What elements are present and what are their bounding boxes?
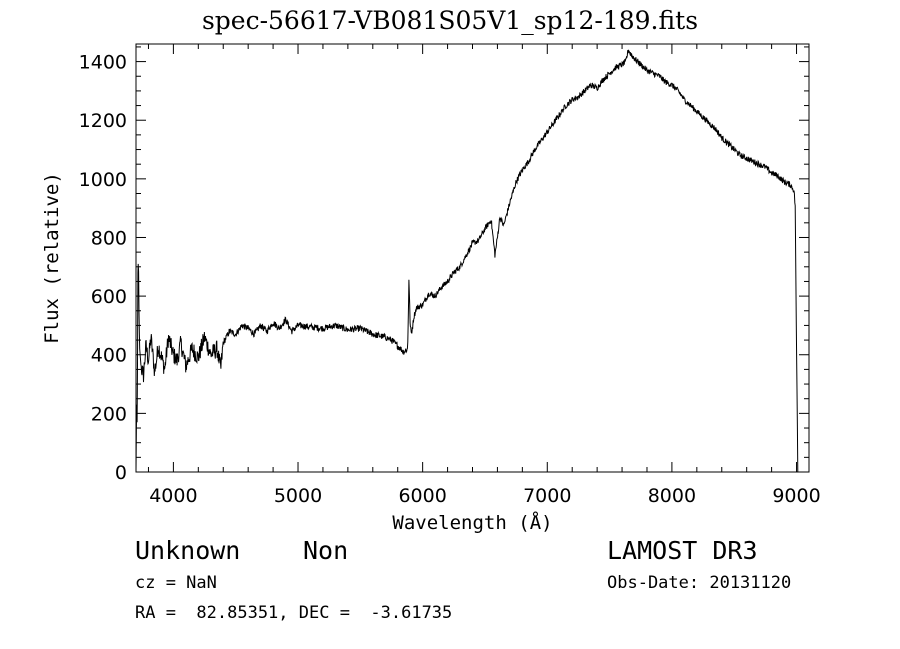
y-tick-label: 1200: [79, 110, 127, 132]
y-tick-label: 400: [91, 345, 127, 367]
x-axis-label: Wavelength (Å): [392, 511, 552, 534]
y-tick-label: 200: [91, 403, 127, 425]
object-class: Unknown: [135, 536, 241, 565]
redshift-label: cz = NaN: [135, 573, 217, 593]
x-tick-label: 4000: [149, 485, 197, 507]
y-tick-label: 600: [91, 286, 127, 308]
y-tick-label: 800: [91, 227, 127, 249]
obs-date-label: Obs-Date: 20131120: [607, 573, 792, 593]
x-tick-label: 6000: [398, 485, 446, 507]
survey-label: LAMOST DR3: [607, 536, 758, 565]
ra-dec-label: RA = 82.85351, DEC = -3.61735: [135, 603, 453, 623]
chart-title: spec-56617-VB081S05V1_sp12-189.fits: [201, 6, 699, 35]
y-tick-label: 1400: [79, 52, 127, 74]
x-tick-label: 8000: [648, 485, 696, 507]
spectrum-line: [135, 49, 799, 473]
y-tick-label: 0: [115, 462, 127, 484]
x-tick-label: 9000: [772, 485, 820, 507]
x-tick-label: 7000: [523, 485, 571, 507]
x-tick-label: 5000: [274, 485, 322, 507]
y-axis-label: Flux (relative): [41, 172, 63, 344]
y-tick-label: 1000: [79, 169, 127, 191]
plot-frame: [135, 43, 810, 473]
object-subclass: Non: [303, 536, 349, 565]
